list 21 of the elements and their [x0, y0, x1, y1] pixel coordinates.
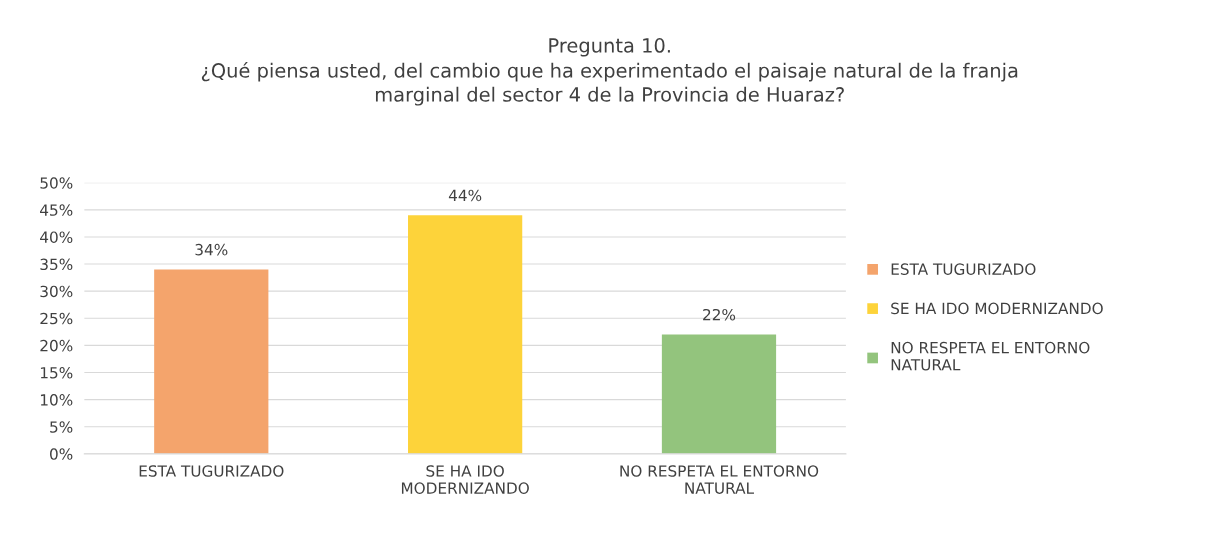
legend-label: SE HA IDO MODERNIZANDO: [891, 302, 1103, 315]
legend-label: NO RESPETA EL ENTORNO NATURAL: [891, 341, 1090, 371]
chart-title: Pregunta 10. ¿Qué piensa usted, del cambio que ha experimentado el paisaje natural de la franja marginal del sector 4 de la Provincia de Huaraz?: [201, 38, 1018, 106]
data-label: 44%: [448, 189, 482, 202]
y-tick-label: 25%: [40, 312, 73, 325]
y-tick-label: 50%: [40, 177, 73, 189]
data-label: 34%: [195, 243, 228, 256]
data-label: 22%: [703, 308, 736, 321]
y-tick-label: 40%: [40, 231, 73, 243]
y-tick-label: 35%: [40, 258, 73, 271]
y-tick-label: 45%: [40, 204, 73, 216]
x-tick-label: ESTA TUGURIZADO: [139, 465, 284, 477]
x-tick-label: SE HA IDO MODERNIZANDO: [401, 465, 529, 494]
y-tick-label: 10%: [40, 394, 73, 406]
y-tick-label: 15%: [40, 366, 73, 379]
y-tick-label: 0%: [50, 448, 73, 460]
y-tick-label: 20%: [40, 339, 73, 352]
y-tick-label: 30%: [40, 285, 73, 298]
y-tick-label: 5%: [50, 421, 73, 433]
x-tick-label: NO RESPETA EL ENTORNO NATURAL: [620, 465, 819, 494]
legend-label: ESTA TUGURIZADO: [891, 263, 1036, 275]
